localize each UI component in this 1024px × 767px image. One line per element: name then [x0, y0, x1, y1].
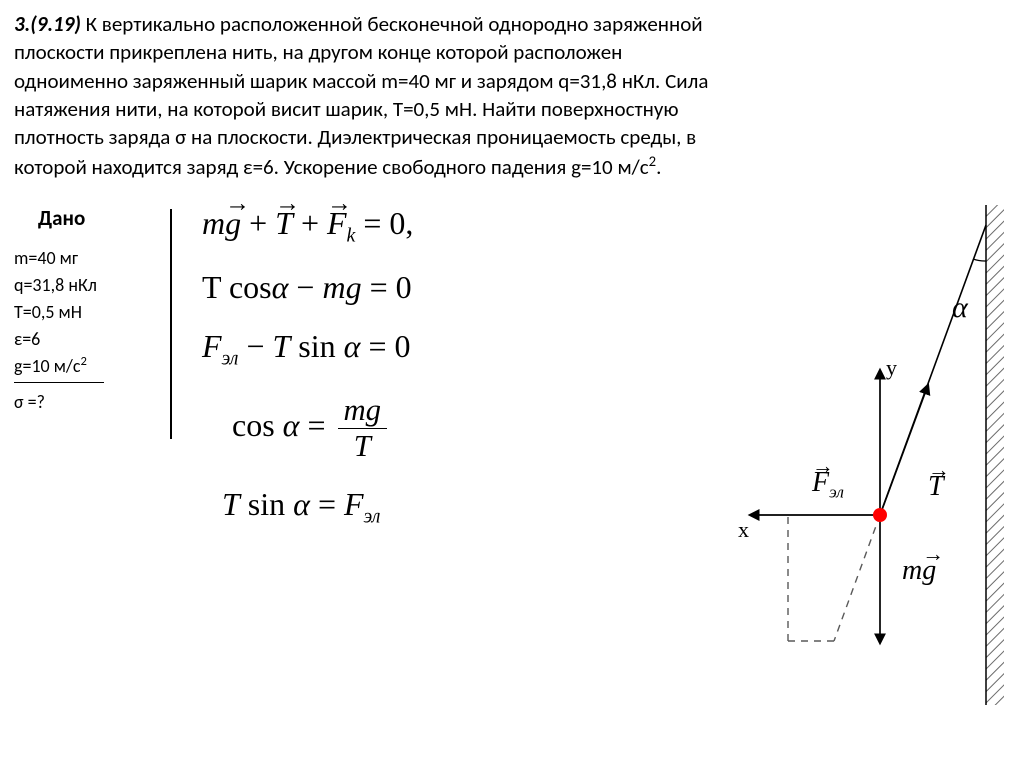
label-y: y [886, 355, 897, 381]
equation-5: T sin α = Fэл [222, 486, 680, 528]
given-unknown: σ =? [14, 389, 164, 416]
label-x: x [738, 517, 749, 543]
work-area: Дано m=40 мг q=31,8 нКл T=0,5 мН ε=6 g=1… [14, 205, 1010, 705]
given-g: g=10 м/с2 [14, 353, 164, 380]
given-column: Дано m=40 мг q=31,8 нКл T=0,5 мН ε=6 g=1… [14, 205, 164, 416]
given-m: m=40 мг [14, 245, 164, 272]
problem-text: 3.(9.19) К вертикально расположенной бес… [14, 10, 1010, 181]
given-q: q=31,8 нКл [14, 272, 164, 299]
force-diagram: α y x Fэл T mg [680, 205, 1010, 705]
equation-4: cos α = mgT [232, 393, 680, 464]
problem-number: 3.(9.19) [14, 11, 81, 37]
equation-1: mg + T + Fk = 0, [202, 205, 680, 247]
given-eps: ε=6 [14, 326, 164, 353]
equation-3: Fэл − T sin α = 0 [202, 328, 680, 370]
equation-2: T cosα − mg = 0 [202, 269, 680, 306]
label-Fel: Fэл [812, 467, 844, 503]
label-mg: mg [902, 555, 936, 587]
given-items: m=40 мг q=31,8 нКл T=0,5 мН ε=6 g=10 м/с… [14, 245, 164, 416]
given-divider [14, 382, 104, 383]
label-T: T [928, 471, 944, 503]
label-alpha: α [952, 291, 968, 325]
given-heading: Дано [38, 205, 164, 231]
equations-column: mg + T + Fk = 0, T cosα − mg = 0 Fэл − T… [172, 205, 680, 550]
given-T: T=0,5 мН [14, 299, 164, 326]
